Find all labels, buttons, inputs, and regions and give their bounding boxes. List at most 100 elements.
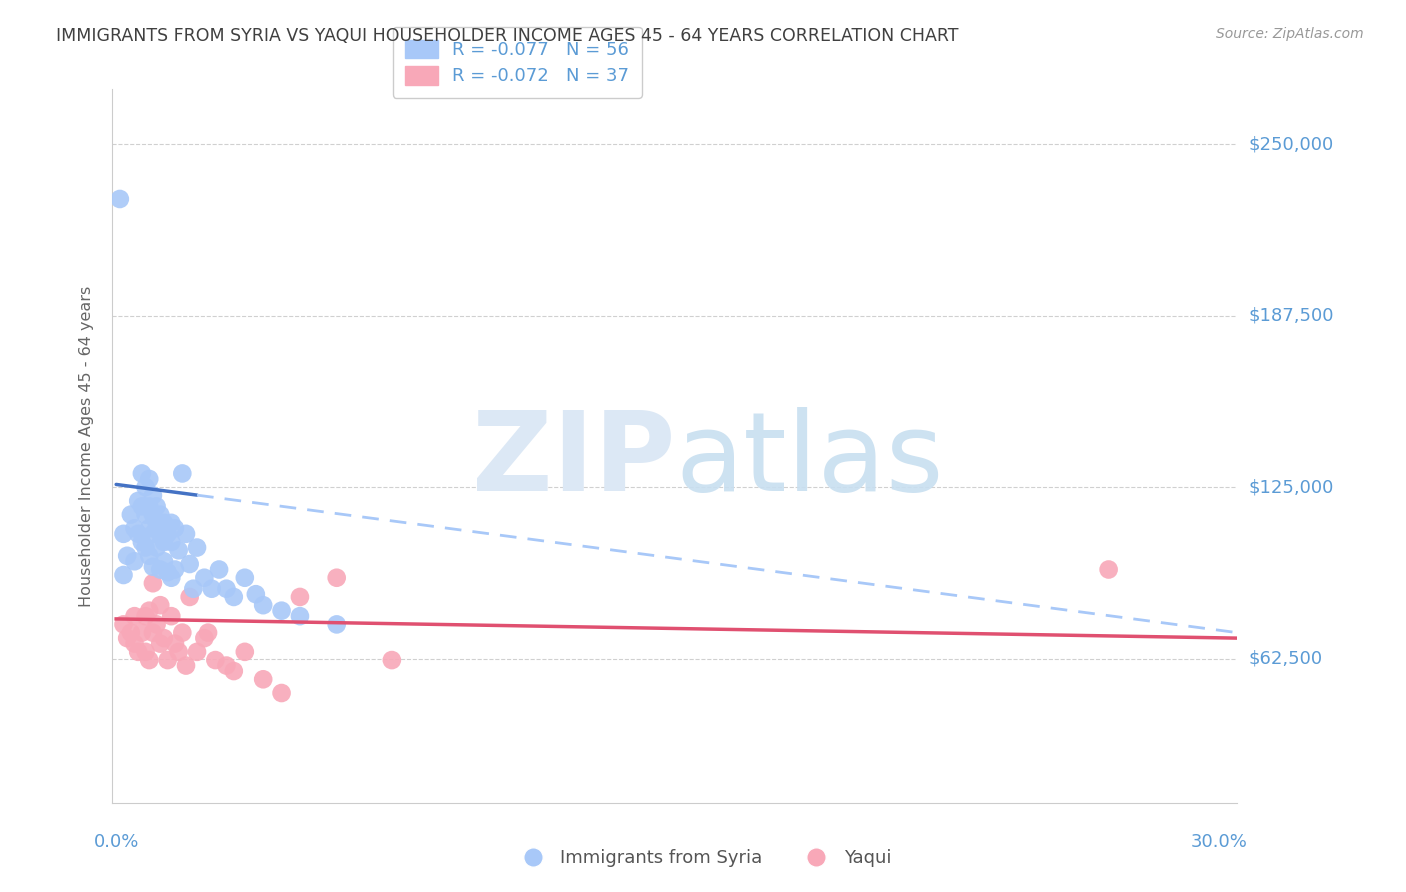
Point (193, 631, 215, 645)
Point (167, 543, 190, 558)
Point (112, 568, 135, 582)
Point (142, 508, 165, 522)
Point (179, 590, 201, 604)
Point (131, 467, 153, 481)
Point (149, 598, 172, 612)
Point (163, 562, 186, 576)
Legend: Immigrants from Syria, Yaqui: Immigrants from Syria, Yaqui (508, 842, 898, 874)
Point (135, 480, 157, 494)
Text: 30.0%: 30.0% (1191, 833, 1247, 851)
Point (160, 571, 183, 585)
Point (179, 557, 201, 571)
Point (233, 571, 256, 585)
Point (131, 625, 153, 640)
Point (138, 521, 160, 535)
Point (208, 562, 231, 576)
Text: 0.0%: 0.0% (93, 833, 139, 851)
Text: IMMIGRANTS FROM SYRIA VS YAQUI HOUSEHOLDER INCOME AGES 45 - 64 YEARS CORRELATION: IMMIGRANTS FROM SYRIA VS YAQUI HOUSEHOLD… (56, 27, 959, 45)
Point (270, 604, 292, 618)
Point (160, 609, 183, 624)
Point (142, 488, 165, 502)
Text: Source: ZipAtlas.com: Source: ZipAtlas.com (1216, 27, 1364, 41)
Point (163, 521, 186, 535)
Point (124, 521, 146, 535)
Point (193, 571, 215, 585)
Point (135, 609, 157, 624)
Point (167, 645, 190, 659)
Point (325, 571, 347, 585)
Legend: R = -0.077   N = 56, R = -0.072   N = 37: R = -0.077 N = 56, R = -0.072 N = 37 (392, 27, 643, 98)
Point (115, 549, 138, 563)
Point (156, 526, 179, 541)
Point (112, 617, 135, 632)
Point (120, 508, 142, 522)
Point (138, 549, 160, 563)
Point (131, 535, 153, 549)
Point (222, 664, 245, 678)
Point (115, 631, 138, 645)
Point (153, 631, 176, 645)
Point (163, 637, 186, 651)
Point (135, 508, 157, 522)
Point (288, 609, 311, 624)
Point (160, 535, 183, 549)
Point (131, 500, 153, 514)
Point (186, 645, 208, 659)
Point (252, 673, 274, 687)
Point (142, 576, 165, 591)
Point (149, 562, 172, 576)
Point (124, 637, 146, 651)
Point (112, 526, 135, 541)
Text: atlas: atlas (675, 407, 943, 514)
Point (145, 516, 167, 530)
Point (138, 500, 160, 514)
Point (120, 625, 142, 640)
Point (138, 653, 160, 667)
Point (149, 637, 172, 651)
Point (215, 658, 238, 673)
Point (381, 653, 404, 667)
Text: ZIP: ZIP (471, 407, 675, 514)
Point (222, 590, 245, 604)
Text: $250,000: $250,000 (1249, 135, 1334, 153)
Point (135, 645, 157, 659)
Text: $62,500: $62,500 (1249, 649, 1323, 668)
Point (201, 582, 224, 596)
Point (172, 625, 194, 640)
Point (138, 472, 160, 486)
Point (145, 541, 167, 555)
Point (127, 645, 149, 659)
Point (174, 526, 197, 541)
Point (156, 566, 179, 580)
Point (149, 508, 172, 522)
Y-axis label: Householder Income Ages 45 - 64 years: Householder Income Ages 45 - 64 years (79, 285, 94, 607)
Point (197, 625, 219, 640)
Point (288, 590, 311, 604)
Point (183, 582, 205, 596)
Text: $187,500: $187,500 (1249, 307, 1334, 325)
Point (160, 516, 183, 530)
Point (215, 582, 238, 596)
Point (149, 526, 172, 541)
Point (127, 526, 149, 541)
Point (142, 625, 165, 640)
Point (124, 554, 146, 568)
Point (204, 653, 226, 667)
Point (138, 604, 160, 618)
Point (174, 658, 197, 673)
Point (325, 617, 347, 632)
Point (153, 516, 176, 530)
Point (156, 653, 179, 667)
Point (108, 192, 131, 206)
Point (245, 587, 267, 601)
Point (142, 559, 165, 574)
Point (172, 467, 194, 481)
Point (145, 617, 167, 632)
Point (233, 645, 256, 659)
Text: $125,000: $125,000 (1249, 478, 1334, 496)
Point (135, 541, 157, 555)
Point (153, 535, 176, 549)
Point (186, 541, 208, 555)
Point (145, 500, 167, 514)
Point (1097, 562, 1119, 576)
